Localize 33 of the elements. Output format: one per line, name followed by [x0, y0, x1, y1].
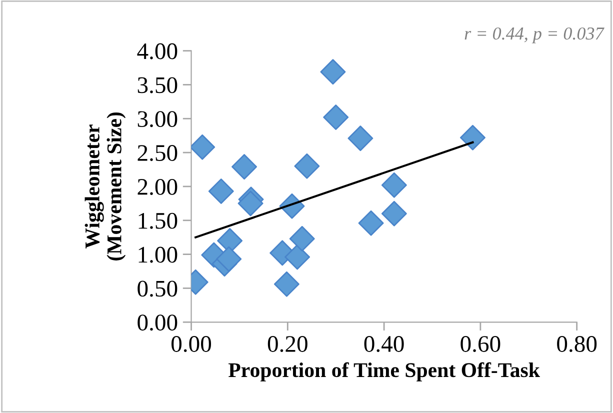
y-axis-title: Wiggleometer (Movement Size): [84, 112, 126, 260]
x-tick-label: 0.20: [268, 336, 308, 352]
y-tick-label: 4.00: [137, 43, 178, 60]
point: [460, 124, 486, 150]
point: [216, 246, 242, 272]
x-tick-label: 0.60: [460, 336, 500, 352]
x-axis-title: Proportion of Time Spent Off-Task: [228, 362, 540, 382]
y-tick-label: 3.00: [138, 111, 178, 128]
point: [232, 154, 257, 180]
point: [274, 271, 300, 297]
point: [323, 104, 349, 130]
point: [381, 200, 407, 226]
y-tick-label: 3.50: [138, 77, 178, 94]
x-tick-label: 0.80: [557, 336, 597, 352]
y-tick-label: 1.00: [138, 246, 178, 263]
y-tick-label: 2.50: [138, 145, 178, 162]
x-tick-label: 0.00: [171, 336, 212, 352]
x-tick-label: 0.40: [364, 336, 404, 352]
point: [348, 126, 374, 152]
point: [294, 153, 320, 179]
y-tick-label: 0.00: [138, 314, 178, 331]
y-tick-label: 0.50: [138, 280, 178, 297]
point: [358, 210, 384, 236]
y-tick-label: 1.50: [138, 212, 178, 229]
point: [284, 244, 310, 270]
point: [238, 190, 264, 216]
text: r = 0.44, p = 0.037: [464, 27, 604, 44]
point: [208, 178, 234, 204]
point: [289, 226, 315, 252]
y-tick-label: 2.00: [138, 178, 178, 195]
point: [191, 134, 216, 160]
point: [381, 172, 407, 198]
point: [320, 59, 346, 85]
